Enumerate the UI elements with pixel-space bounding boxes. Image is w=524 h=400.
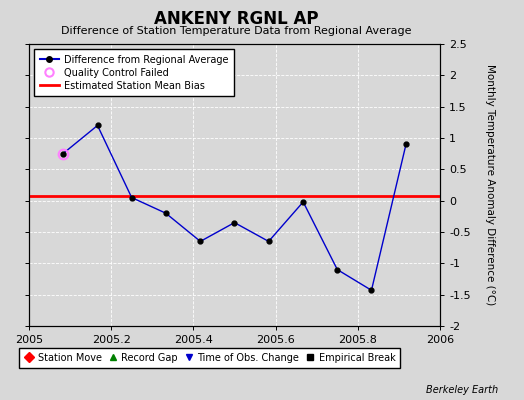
Text: Berkeley Earth: Berkeley Earth [425, 385, 498, 395]
Text: Difference of Station Temperature Data from Regional Average: Difference of Station Temperature Data f… [61, 26, 411, 36]
Text: ANKENY RGNL AP: ANKENY RGNL AP [154, 10, 318, 28]
Legend: Station Move, Record Gap, Time of Obs. Change, Empirical Break: Station Move, Record Gap, Time of Obs. C… [19, 348, 400, 368]
Y-axis label: Monthly Temperature Anomaly Difference (°C): Monthly Temperature Anomaly Difference (… [485, 64, 495, 306]
